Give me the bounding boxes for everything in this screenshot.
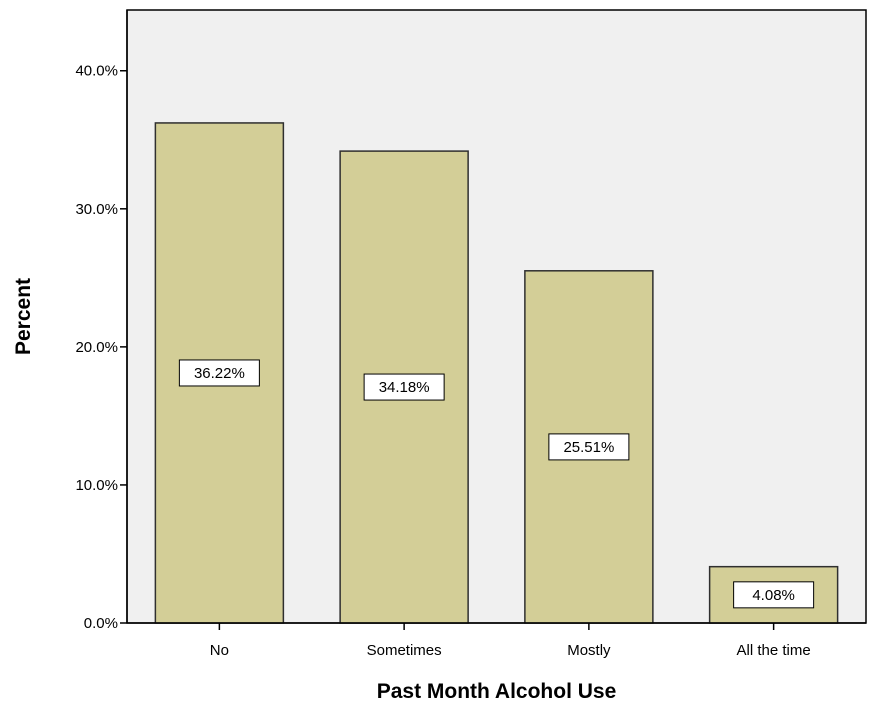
data-label: 34.18%	[379, 379, 430, 396]
y-tick-label: 40.0%	[75, 63, 118, 80]
data-label-box	[548, 433, 630, 461]
y-tick-label: 10.0%	[75, 477, 118, 494]
bars-group: 36.22% 34.18% 25.51% 4.08%	[154, 122, 839, 624]
y-tick-label: 20.0%	[75, 339, 118, 356]
x-tick-label: Mostly	[567, 642, 611, 659]
data-label: 36.22%	[194, 365, 245, 382]
data-label-box	[178, 359, 260, 387]
y-axis-title: Percent	[12, 278, 35, 355]
data-label: 25.51%	[563, 439, 614, 456]
data-label-box	[733, 581, 815, 609]
data-label: 4.08%	[752, 587, 795, 604]
x-axis-ticks: No Sometimes Mostly All the time	[210, 623, 811, 659]
data-label-box	[363, 373, 445, 401]
y-tick-label: 0.0%	[84, 615, 118, 632]
x-tick-label: All the time	[737, 642, 811, 659]
x-axis-title: Past Month Alcohol Use	[377, 680, 617, 703]
y-tick-label: 30.0%	[75, 201, 118, 218]
x-tick-label: No	[210, 642, 229, 659]
y-axis-ticks: 0.0% 10.0% 20.0% 30.0% 40.0%	[75, 63, 127, 632]
x-tick-label: Sometimes	[367, 642, 442, 659]
